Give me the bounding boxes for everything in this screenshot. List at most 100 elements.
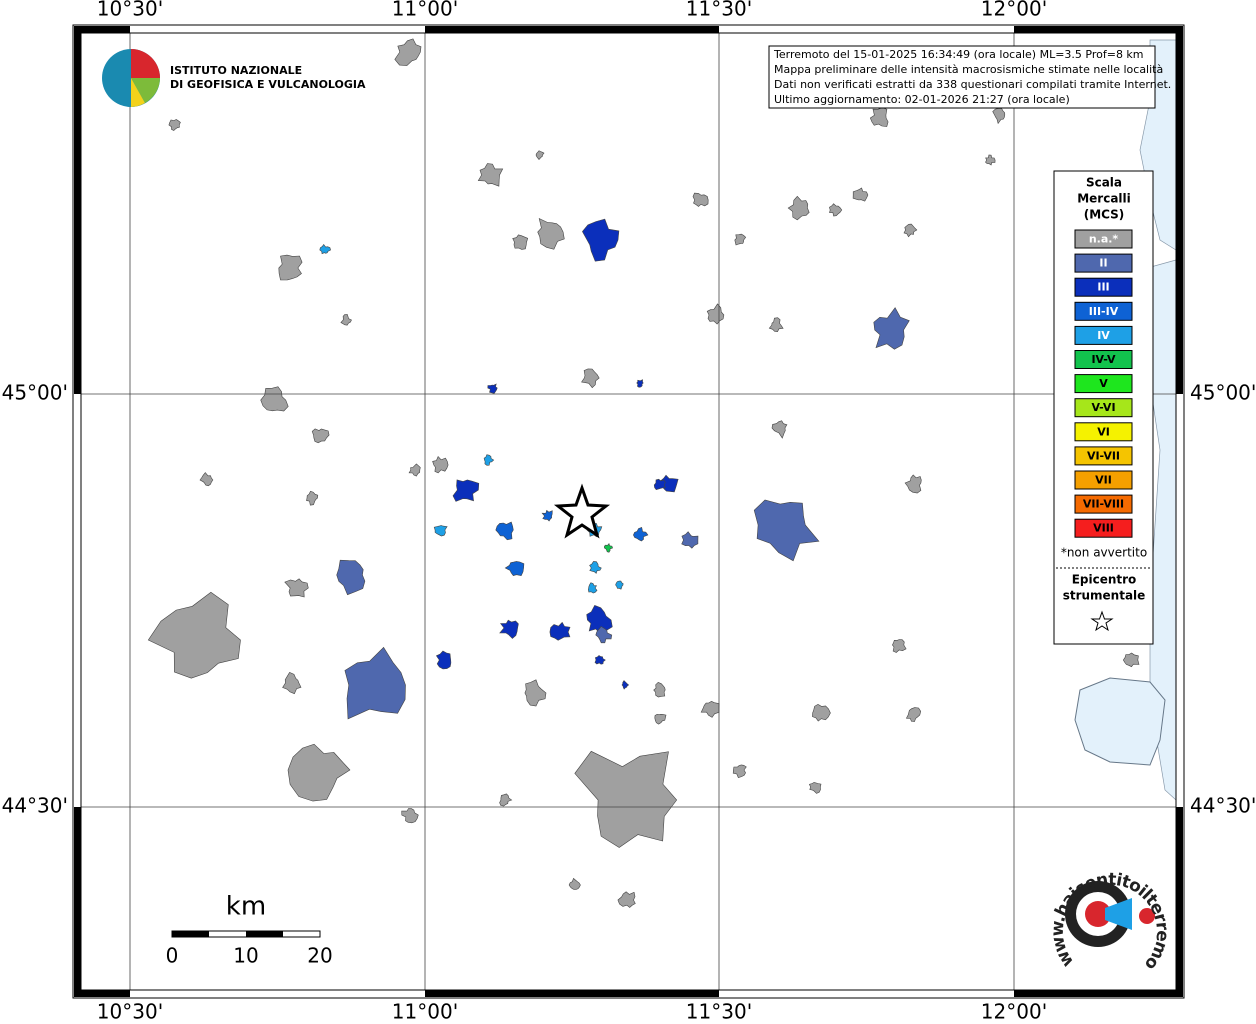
- municipality: [284, 578, 309, 598]
- municipality: [504, 561, 525, 577]
- site-logo-beam: [1105, 898, 1132, 930]
- legend-swatch: [1074, 277, 1133, 297]
- legend-epicentre: strumentale: [1063, 589, 1146, 603]
- municipality: [168, 119, 181, 131]
- legend-swatch: [1074, 350, 1133, 369]
- municipality: [199, 472, 214, 487]
- legend-swatch: [1074, 325, 1133, 345]
- municipalities: [147, 38, 1140, 908]
- frame-segment: [74, 807, 81, 997]
- municipality: [615, 580, 624, 590]
- municipality: [812, 703, 831, 722]
- municipality: [582, 218, 620, 262]
- institute-name: DI GEOFISICA E VULCANOLOGIA: [170, 78, 366, 91]
- municipality: [873, 307, 910, 350]
- frame-segment: [425, 990, 719, 997]
- legend-swatch: [1074, 494, 1133, 514]
- bottom-coordinate: 12°00': [981, 1000, 1047, 1024]
- municipality: [633, 526, 649, 542]
- municipality: [1122, 652, 1140, 668]
- right-coordinate: 45°00': [1190, 381, 1256, 405]
- municipality: [433, 525, 448, 537]
- epicentre-star: [553, 483, 611, 539]
- bottom-coordinate: 11°00': [392, 1000, 458, 1024]
- municipality: [787, 195, 810, 221]
- legend-swatch: [1074, 470, 1133, 490]
- municipality: [282, 672, 302, 695]
- municipality: [905, 707, 922, 722]
- legend-note: *non avvertito: [1061, 546, 1147, 560]
- municipality: [435, 650, 452, 670]
- land: [1074, 39, 1177, 801]
- municipality: [278, 254, 303, 281]
- municipality: [432, 455, 449, 474]
- municipality: [452, 479, 480, 502]
- municipality: [595, 626, 613, 644]
- legend-label: VIII: [1093, 522, 1114, 535]
- municipality: [734, 233, 747, 246]
- municipality: [287, 743, 351, 802]
- municipality: [768, 317, 784, 333]
- municipality: [903, 223, 918, 238]
- bottom-coordinate: 10°30': [97, 1000, 163, 1024]
- municipality: [653, 478, 666, 491]
- municipality: [477, 163, 504, 187]
- municipality: [692, 192, 709, 207]
- municipality: [653, 681, 666, 698]
- municipality: [904, 474, 922, 494]
- municipality: [535, 150, 545, 160]
- legend-swatch: [1074, 374, 1133, 394]
- legend-label: III: [1097, 281, 1109, 294]
- frame-segment: [1014, 26, 1182, 33]
- legend-star: [1090, 610, 1114, 632]
- municipality: [487, 383, 498, 394]
- legend-swatch: [1074, 422, 1133, 442]
- scale-bar-segment: [246, 931, 283, 937]
- municipality: [892, 639, 907, 653]
- municipality: [753, 499, 820, 562]
- info-line: Terremoto del 15-01-2025 16:34:49 (ora l…: [773, 48, 1144, 61]
- legend-title: (MCS): [1084, 208, 1125, 222]
- frame-segment: [74, 26, 81, 394]
- scale-unit: km: [226, 892, 266, 922]
- scale-bar-segment: [172, 931, 209, 937]
- site-logo-dot: [1139, 908, 1155, 924]
- legend-title: Scala: [1086, 176, 1122, 190]
- top-coordinate: 11°00': [392, 0, 458, 21]
- legend-epicentre: Epicentro: [1072, 573, 1137, 587]
- frame-segment: [1176, 807, 1183, 997]
- municipality: [771, 420, 788, 439]
- logo-segment: [131, 78, 145, 107]
- municipality: [594, 655, 606, 665]
- logo-segment: [131, 49, 160, 78]
- scale-label: 0: [166, 944, 179, 968]
- municipality: [587, 582, 598, 594]
- municipality: [499, 619, 519, 639]
- left-coordinate: 45°00': [2, 381, 68, 405]
- municipality: [512, 234, 529, 250]
- municipality: [589, 561, 602, 574]
- bottom-coordinate: 11°30': [686, 1000, 752, 1024]
- municipality: [306, 490, 319, 506]
- municipality: [985, 154, 996, 166]
- info-box: Terremoto del 15-01-2025 16:34:49 (ora l…: [768, 45, 1171, 109]
- info-line: Dati non verificati estratti da 338 ques…: [774, 78, 1171, 91]
- legend-label: IV-V: [1091, 353, 1116, 366]
- municipality: [340, 314, 352, 326]
- municipality: [483, 454, 495, 466]
- institute-name: ISTITUTO NAZIONALE: [170, 64, 302, 77]
- info-line: Ultimo aggiornamento: 02-01-2026 21:27 (…: [774, 93, 1070, 106]
- legend-label: VI-VII: [1087, 449, 1120, 462]
- municipality: [537, 217, 565, 250]
- municipality: [700, 700, 720, 718]
- frame: [72, 24, 1185, 999]
- legend: Scala Mercalli (MCS) *non avvertito Epic…: [1053, 170, 1154, 645]
- right-coordinate: 44°30': [1190, 794, 1256, 818]
- scale-label: 20: [307, 944, 332, 968]
- info-frame: [768, 45, 1156, 109]
- legend-swatch: [1074, 446, 1133, 466]
- municipality: [568, 877, 581, 890]
- municipality: [524, 679, 547, 707]
- top-coordinate: 10°30': [97, 0, 163, 21]
